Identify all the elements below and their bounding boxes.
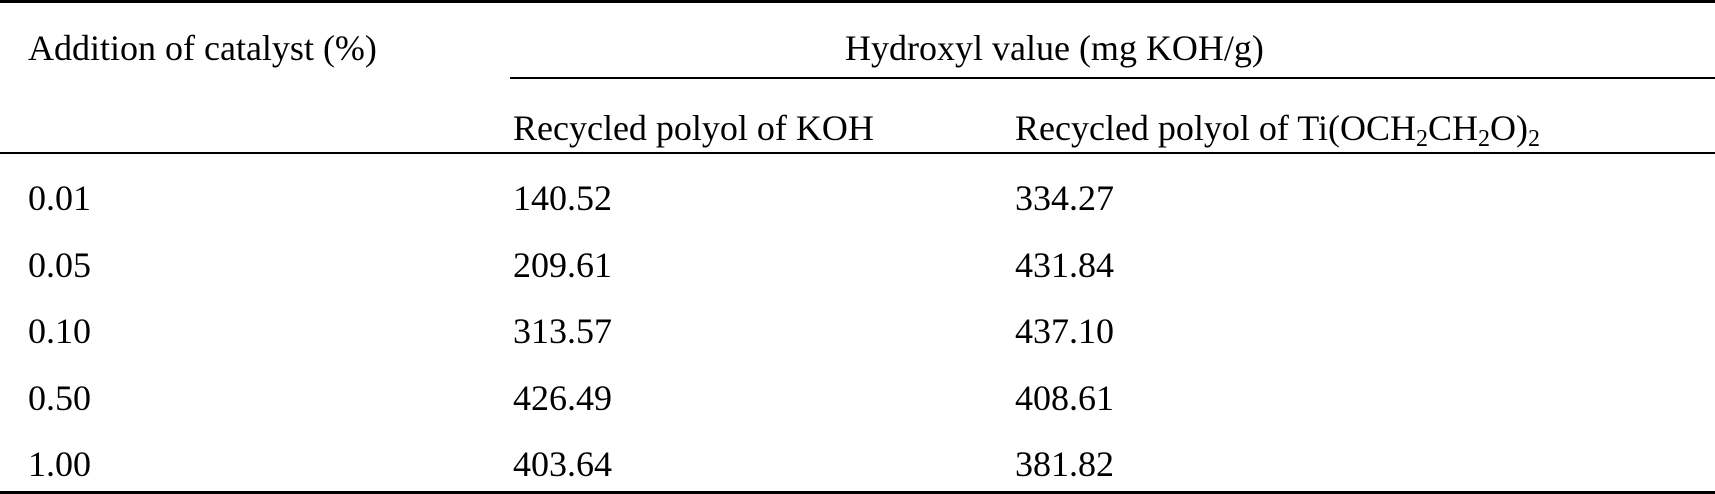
header-group-label: Hydroxyl value (mg KOH/g): [845, 28, 1264, 68]
header-bottom-rule: [0, 152, 1715, 154]
group-underline-rule: [510, 77, 1715, 79]
cell-catalyst: 0.50: [28, 378, 91, 418]
cell-ti: 334.27: [1015, 178, 1114, 218]
header-col-ti-prefix: Recycled polyol of Ti(OCH: [1015, 108, 1416, 148]
cell-ti: 381.82: [1015, 444, 1114, 484]
header-col-ti-sub2: 2: [1478, 126, 1491, 152]
bottom-rule: [0, 491, 1715, 494]
header-col-ti-mid2: O): [1490, 108, 1529, 148]
cell-koh: 313.57: [513, 311, 612, 351]
header-col-ti: Recycled polyol of Ti(OCH2CH2O)2: [1015, 108, 1540, 151]
header-col-koh: Recycled polyol of KOH: [513, 108, 874, 148]
header-col-ti-sub1: 2: [1416, 126, 1428, 152]
cell-catalyst: 0.01: [28, 178, 91, 218]
header-row-label: Addition of catalyst (%): [28, 28, 377, 68]
cell-koh: 403.64: [513, 444, 612, 484]
cell-ti: 431.84: [1015, 245, 1114, 285]
cell-catalyst: 0.10: [28, 311, 91, 351]
cell-ti: 437.10: [1015, 311, 1114, 351]
top-rule: [0, 0, 1715, 3]
cell-catalyst: 1.00: [28, 444, 91, 484]
cell-koh: 426.49: [513, 378, 612, 418]
cell-ti: 408.61: [1015, 378, 1114, 418]
header-col-ti-mid1: CH: [1428, 108, 1479, 148]
cell-catalyst: 0.05: [28, 245, 91, 285]
cell-koh: 140.52: [513, 178, 612, 218]
cell-koh: 209.61: [513, 245, 612, 285]
header-col-ti-sub3: 2: [1528, 126, 1541, 152]
